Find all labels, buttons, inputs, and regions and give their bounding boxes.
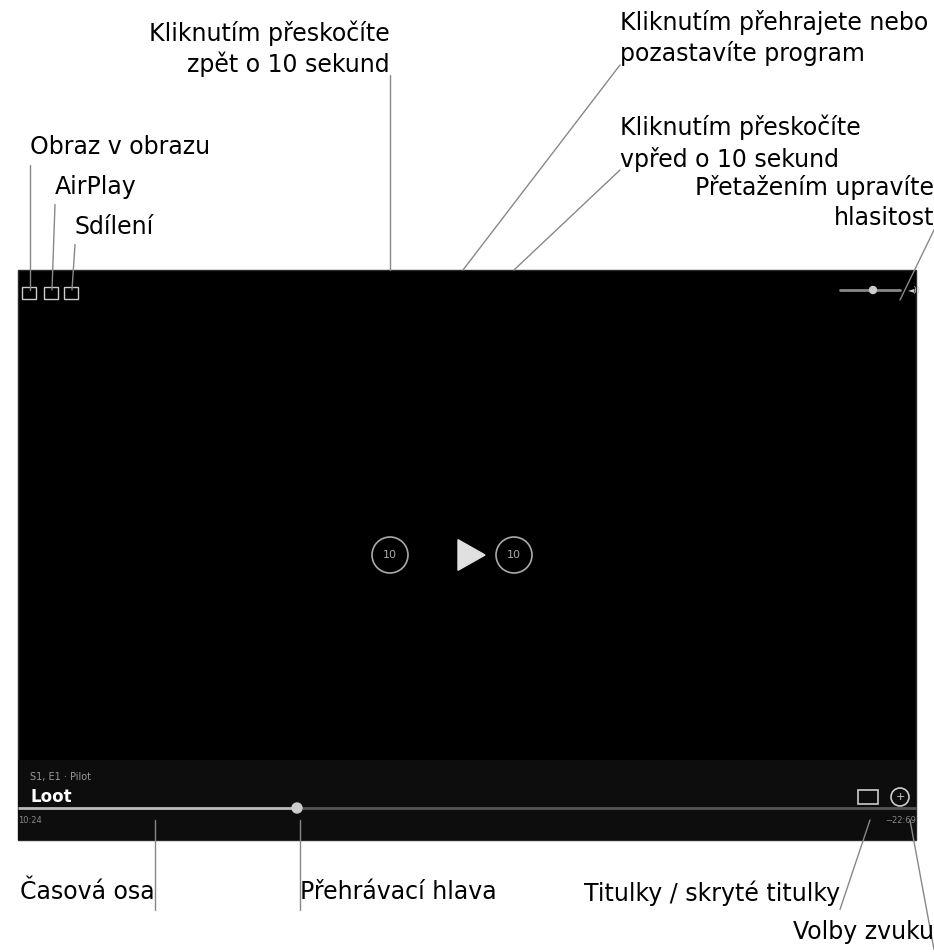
Text: Volby zvuku: Volby zvuku bbox=[793, 920, 934, 944]
Text: Sdílení: Sdílení bbox=[75, 215, 154, 239]
Polygon shape bbox=[458, 540, 485, 570]
Text: Kliknutím přeskočíte
zpět o 10 sekund: Kliknutím přeskočíte zpět o 10 sekund bbox=[149, 20, 390, 77]
Text: Obraz v obrazu: Obraz v obrazu bbox=[30, 135, 210, 159]
Bar bbox=[858, 790, 878, 804]
Text: 10:24: 10:24 bbox=[18, 816, 42, 825]
Text: Kliknutím přehrajete nebo
pozastavíte program: Kliknutím přehrajete nebo pozastavíte pr… bbox=[620, 10, 928, 66]
Text: AirPlay: AirPlay bbox=[55, 175, 136, 199]
Text: Přetažením upravíte
hlasitost: Přetažením upravíte hlasitost bbox=[695, 175, 934, 229]
Circle shape bbox=[292, 803, 302, 813]
Circle shape bbox=[870, 287, 876, 293]
Text: Titulky / skryté titulky: Titulky / skryté titulky bbox=[584, 880, 840, 905]
Text: 10: 10 bbox=[507, 550, 521, 560]
Bar bbox=[18, 270, 916, 840]
Text: Loot: Loot bbox=[30, 788, 72, 806]
Bar bbox=[22, 287, 36, 299]
Bar bbox=[64, 287, 78, 299]
Text: Časová osa: Časová osa bbox=[21, 880, 155, 904]
Text: S1, E1 · Pilot: S1, E1 · Pilot bbox=[30, 772, 91, 782]
Text: Přehrávací hlava: Přehrávací hlava bbox=[300, 880, 497, 904]
Text: +: + bbox=[896, 792, 905, 802]
Text: ◄)): ◄)) bbox=[908, 286, 921, 294]
Text: 10: 10 bbox=[383, 550, 397, 560]
Text: Kliknutím přeskočíte
vpřed o 10 sekund: Kliknutím přeskočíte vpřed o 10 sekund bbox=[620, 115, 861, 171]
Bar bbox=[18, 760, 916, 840]
Text: −22:69: −22:69 bbox=[885, 816, 916, 825]
Bar bbox=[44, 287, 58, 299]
